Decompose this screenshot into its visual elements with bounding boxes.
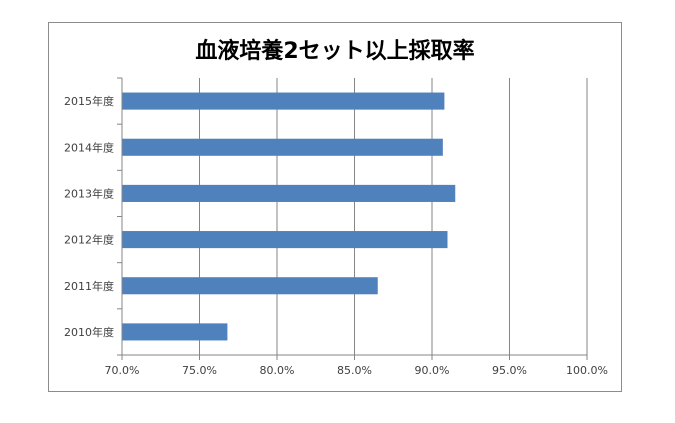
bar-chart-plot: 2010年度 2011年度 2012年度 2013年度 2014年度 2015年度 70.0… bbox=[64, 77, 608, 377]
x-tick-label: 95.0% bbox=[492, 364, 527, 377]
chart-frame: 血液培養2セット以上採取率 2010年度 2011年度 2012年度 2013年度 20… bbox=[48, 22, 622, 392]
y-tick-label: 2011年度 bbox=[64, 279, 114, 293]
y-tick-label: 2013年度 bbox=[64, 186, 114, 200]
bar bbox=[122, 323, 228, 341]
y-tick-label: 2010年度 bbox=[64, 325, 114, 339]
y-tick-label: 2012年度 bbox=[64, 233, 114, 247]
chart-title: 血液培養2セット以上採取率 bbox=[195, 39, 475, 64]
bar bbox=[122, 231, 448, 249]
y-tick-label: 2014年度 bbox=[64, 140, 114, 154]
x-tick-label: 80.0% bbox=[260, 364, 295, 377]
bar bbox=[122, 277, 378, 295]
bar bbox=[122, 138, 443, 156]
y-tick-label: 2015年度 bbox=[64, 94, 114, 108]
x-tick-label: 85.0% bbox=[337, 364, 372, 377]
x-tick-label: 70.0% bbox=[105, 364, 140, 377]
bar bbox=[122, 184, 456, 202]
bar bbox=[122, 92, 445, 110]
x-tick-label: 100.0% bbox=[566, 364, 608, 377]
x-tick-label: 75.0% bbox=[182, 364, 217, 377]
x-tick-label: 90.0% bbox=[415, 364, 450, 377]
